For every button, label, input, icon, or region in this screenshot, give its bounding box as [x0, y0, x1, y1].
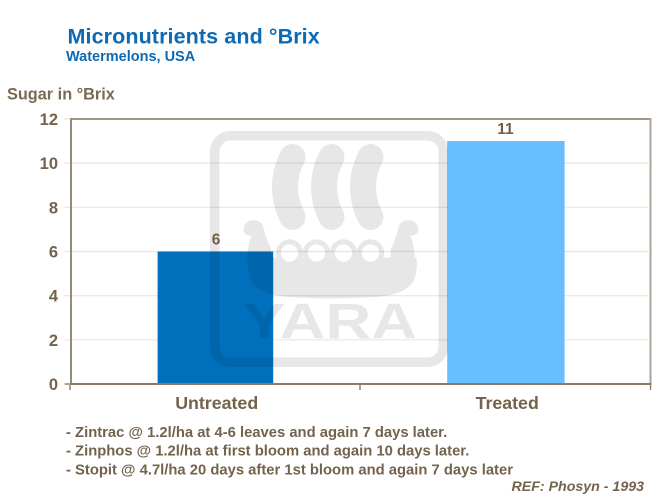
svg-text:11: 11 — [497, 121, 514, 138]
svg-text:12: 12 — [40, 111, 58, 129]
svg-text:- Zintrac @ 1.2l/ha at 4-6 lea: - Zintrac @ 1.2l/ha at 4-6 leaves and ag… — [66, 425, 447, 441]
svg-text:8: 8 — [49, 199, 58, 217]
svg-text:6: 6 — [49, 244, 58, 262]
svg-text:4: 4 — [49, 288, 59, 306]
svg-text:0: 0 — [49, 376, 58, 394]
svg-text:Watermelons, USA: Watermelons, USA — [66, 49, 196, 65]
svg-text:REF: Phosyn - 1993: REF: Phosyn - 1993 — [512, 479, 645, 495]
svg-text:Treated: Treated — [476, 393, 539, 413]
svg-text:Untreated: Untreated — [175, 393, 258, 413]
svg-text:- Zinphos @ 1.2l/ha at first b: - Zinphos @ 1.2l/ha at first bloom and a… — [66, 444, 469, 460]
svg-text:YARA: YARA — [243, 293, 417, 350]
svg-text:Sugar in °Brix: Sugar in °Brix — [7, 85, 115, 103]
svg-text:10: 10 — [40, 155, 58, 173]
svg-text:6: 6 — [212, 232, 221, 249]
svg-text:2: 2 — [49, 332, 58, 350]
svg-text:- Stopit @ 4.7l/ha 20 days aft: - Stopit @ 4.7l/ha 20 days after 1st blo… — [66, 463, 513, 479]
svg-text:Micronutrients and °Brix: Micronutrients and °Brix — [68, 25, 320, 49]
